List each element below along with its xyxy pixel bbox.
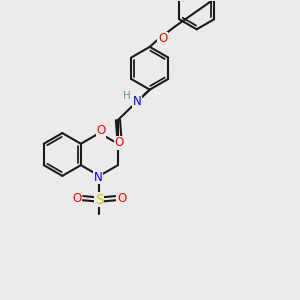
Text: O: O <box>96 124 106 137</box>
Text: S: S <box>95 193 104 207</box>
Text: N: N <box>94 171 102 184</box>
Text: O: O <box>117 192 126 205</box>
Text: O: O <box>73 192 82 205</box>
Text: O: O <box>115 136 124 149</box>
Text: O: O <box>158 32 167 45</box>
Text: H: H <box>123 91 131 101</box>
Text: N: N <box>133 95 141 108</box>
